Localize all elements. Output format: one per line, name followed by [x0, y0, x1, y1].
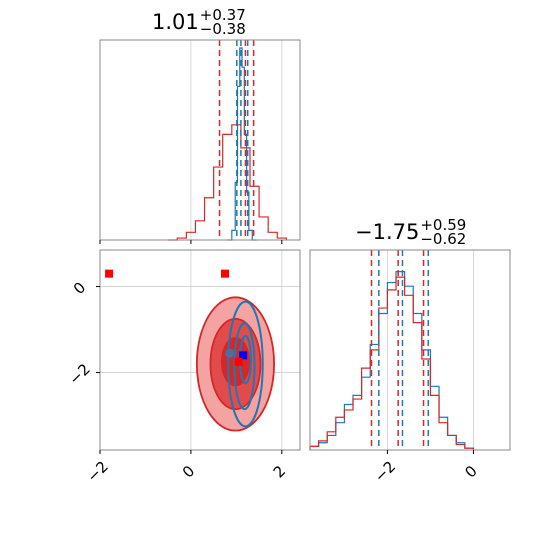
- x-tick-label: 0: [179, 462, 198, 481]
- panel-frame: [99, 249, 301, 451]
- marker-square: [221, 269, 229, 278]
- param2-plus-error: +0.59: [420, 216, 467, 234]
- param2-minus-error: −0.62: [420, 230, 467, 248]
- contour-sample-b: [227, 300, 264, 428]
- y-tick-label: 0: [70, 278, 89, 297]
- marker-circle: [225, 348, 235, 358]
- x-tick-label: −2: [371, 457, 399, 485]
- param2-title: −1.75 +0.59 −0.62: [355, 216, 467, 248]
- panel-frame: [309, 249, 511, 451]
- marker-square: [234, 357, 243, 366]
- x-tick-label: 2: [270, 462, 289, 481]
- histogram-sample-b: [227, 47, 257, 241]
- param1-title: 1.01 +0.37 −0.38: [152, 6, 246, 38]
- joint-param1-param2-panel: −2 0 2 0 −2: [65, 249, 301, 486]
- marker-square: [239, 351, 248, 360]
- contour-sample-b: [233, 322, 256, 411]
- marker-square: [105, 269, 114, 278]
- param2-median: −1.75: [355, 220, 420, 244]
- x-tick-label: 0: [461, 462, 480, 481]
- marginal-param2-panel: −2 0: [309, 249, 511, 486]
- param1-median: 1.01: [152, 10, 199, 34]
- x-tick-label: −2: [83, 457, 111, 485]
- panel-frame: [99, 39, 301, 241]
- param1-minus-error: −0.38: [199, 20, 246, 38]
- histogram-sample-a: [168, 124, 287, 241]
- histogram-sample-b: [309, 271, 475, 450]
- y-tick-label: −2: [65, 360, 93, 388]
- marginal-param1-panel: [99, 39, 301, 244]
- param1-plus-error: +0.37: [199, 6, 246, 24]
- histogram-sample-a: [309, 276, 475, 450]
